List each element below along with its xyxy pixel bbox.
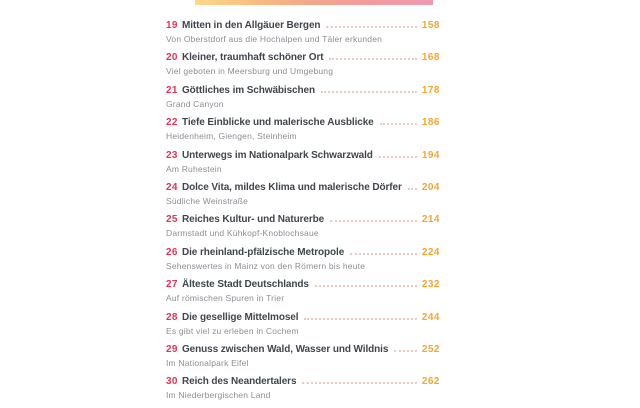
chapter-subtitle: Es gibt viel zu erleben in Cochem [166,325,299,336]
toc-entry-title-row: 21 Göttliches im Schwäbischen 178 [166,84,440,97]
chapter-title: Reich des Neandertalers [182,376,297,388]
toc-entry-title-row: 22 Tiefe Einblicke und malerische Ausbli… [166,116,440,129]
dot-leader [321,89,417,93]
page-number: 186 [421,117,440,129]
page-number: 244 [421,311,440,323]
chapter-number: 27 [166,279,178,291]
toc-entry[interactable]: 30 Reich des Neandertalers 262 Im Nieder… [166,375,440,407]
decorative-gradient-bar [195,0,433,5]
chapter-title: Unterwegs im Nationalpark Schwarzwald [182,149,373,161]
chapter-title: Älteste Stadt Deutschlands [182,279,309,291]
dot-leader [302,380,417,385]
chapter-subtitle: Heidenheim, Giengen, Steinheim [166,131,297,142]
toc-entry-title-row: 29 Genuss zwischen Wald, Wasser und Wild… [166,343,440,356]
toc-entry[interactable]: 25 Reiches Kultur- und Naturerbe 214 Dar… [166,213,440,245]
page-number: 224 [421,246,440,258]
chapter-subtitle: Im Nationalpark Eifel [166,357,249,368]
chapter-title: Göttliches im Schwäbischen [182,84,315,96]
chapter-number: 28 [166,311,178,323]
chapter-number: 20 [166,52,178,64]
toc-entry-title-row: 27 Älteste Stadt Deutschlands 232 [166,278,440,291]
chapter-subtitle: Südliche Weinstraße [166,195,249,206]
chapter-subtitle: Viel geboten in Meersburg und Umgebung [166,66,334,77]
dot-leader [304,316,417,320]
page-number: 214 [421,214,440,226]
toc-entry[interactable]: 22 Tiefe Einblicke und malerische Ausbli… [166,116,440,148]
dot-leader [330,218,417,223]
chapter-title: Mitten in den Allgäuer Bergen [182,20,321,31]
dot-leader [350,251,417,255]
toc-entry-title-row: 23 Unterwegs im Nationalpark Schwarzwald… [166,149,440,162]
dot-leader [407,186,417,190]
chapter-subtitle: Sehenswertes in Mainz von den Römern bis… [166,260,366,271]
toc-entry[interactable]: 20 Kleiner, traumhaft schöner Ort 168 Vi… [166,51,440,83]
chapter-number: 30 [166,376,178,388]
page-number: 194 [421,149,440,161]
chapter-subtitle: Auf römischen Spuren in Trier [166,293,285,304]
toc-entry-title-row: 20 Kleiner, traumhaft schöner Ort 168 [166,51,440,64]
dot-leader [329,56,417,61]
chapter-subtitle: Darmstadt und Kühkopf-Knoblochsaue [166,228,319,239]
toc-entry-title-row: 28 Die gesellige Mittelmosel 244 [166,311,440,324]
page-number: 168 [421,52,440,64]
chapter-number: 22 [166,117,178,129]
dot-leader [378,154,417,158]
chapter-number: 29 [166,343,178,355]
dot-leader [379,121,417,126]
toc-entry[interactable]: 24 Dolce Vita, mildes Klima und malerisc… [166,181,440,213]
chapter-number: 24 [166,181,178,193]
chapter-title: Tiefe Einblicke und malerische Ausblicke [182,117,374,129]
chapter-subtitle: Im Niederbergischen Land [166,390,271,401]
chapter-title: Die rheinland-pfälzische Metropole [182,246,345,258]
toc-entry[interactable]: 21 Göttliches im Schwäbischen 178 Grand … [166,84,440,116]
dot-leader [314,283,417,288]
chapter-title: Reiches Kultur- und Naturerbe [182,214,325,226]
chapter-title: Die gesellige Mittelmosel [182,311,299,323]
chapter-subtitle: Von Oberstdorf aus die Hochalpen und Täl… [166,34,383,44]
page-number: 252 [421,343,440,355]
toc-entry-title-row: 30 Reich des Neandertalers 262 [166,375,440,388]
chapter-title: Genuss zwischen Wald, Wasser und Wildnis [182,343,389,355]
toc-entry-title-row: 25 Reiches Kultur- und Naturerbe 214 [166,213,440,226]
page-number: 158 [421,20,440,31]
chapter-title: Dolce Vita, mildes Klima und malerische … [182,181,402,193]
chapter-number: 26 [166,246,178,258]
chapter-number: 23 [166,149,178,161]
page-number: 178 [421,84,440,96]
toc-entry-title-row: 19 Mitten in den Allgäuer Bergen 158 [166,19,440,32]
chapter-subtitle: Grand Canyon [166,98,224,109]
chapter-number: 21 [166,84,178,96]
page-number: 232 [421,279,440,291]
toc-entry[interactable]: 26 Die rheinland-pfälzische Metropole 22… [166,246,440,278]
toc-entry[interactable]: 19 Mitten in den Allgäuer Bergen 158 Von… [166,19,440,51]
dot-leader [326,24,417,28]
toc-entry[interactable]: 27 Älteste Stadt Deutschlands 232 Auf rö… [166,278,440,310]
chapter-number: 25 [166,214,178,226]
toc-entry-title-row: 26 Die rheinland-pfälzische Metropole 22… [166,246,440,259]
toc-entry[interactable]: 28 Die gesellige Mittelmosel 244 Es gibt… [166,311,440,343]
toc-entry-title-row: 24 Dolce Vita, mildes Klima und malerisc… [166,181,440,194]
chapter-subtitle: Am Ruhestein [166,163,222,174]
toc-list: 19 Mitten in den Allgäuer Bergen 158 Von… [166,19,440,408]
toc-entry[interactable]: 23 Unterwegs im Nationalpark Schwarzwald… [166,149,440,181]
dot-leader [394,348,417,352]
chapter-number: 19 [166,20,178,31]
page-number: 204 [421,181,440,193]
page-number: 262 [421,376,440,388]
toc-entry[interactable]: 29 Genuss zwischen Wald, Wasser und Wild… [166,343,440,375]
chapter-title: Kleiner, traumhaft schöner Ort [182,52,324,64]
